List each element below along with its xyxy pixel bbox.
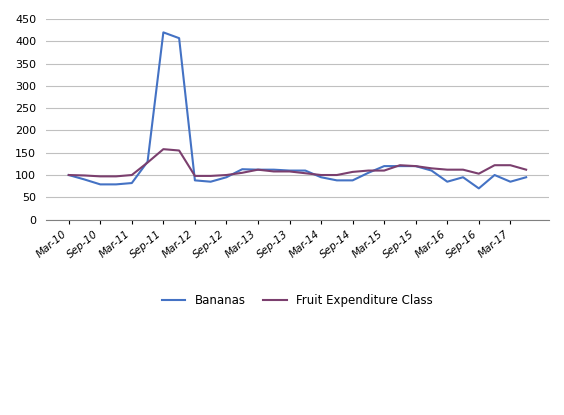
Fruit Expenditure Class [381, 168, 387, 173]
Fruit Expenditure Class [208, 173, 214, 178]
Fruit Expenditure Class [333, 173, 340, 178]
Fruit Expenditure Class [491, 163, 498, 168]
Fruit Expenditure Class [428, 166, 435, 171]
Fruit Expenditure Class [302, 171, 309, 176]
Fruit Expenditure Class [65, 173, 72, 178]
Bananas [412, 164, 419, 168]
Fruit Expenditure Class [129, 173, 135, 178]
Fruit Expenditure Class [113, 174, 120, 179]
Fruit Expenditure Class [444, 167, 451, 172]
Bananas [318, 175, 324, 180]
Fruit Expenditure Class [192, 173, 199, 178]
Bananas [286, 168, 293, 173]
Bananas [192, 178, 199, 183]
Bananas [129, 181, 135, 186]
Fruit Expenditure Class [239, 170, 245, 175]
Bananas [475, 186, 482, 191]
Fruit Expenditure Class [270, 169, 277, 174]
Bananas [223, 175, 230, 180]
Bananas [491, 173, 498, 178]
Fruit Expenditure Class [176, 148, 183, 153]
Fruit Expenditure Class [365, 168, 372, 173]
Bananas [144, 159, 151, 164]
Bananas [81, 177, 88, 182]
Fruit Expenditure Class [396, 163, 403, 168]
Fruit Expenditure Class [254, 167, 261, 172]
Fruit Expenditure Class [97, 174, 104, 179]
Bananas [176, 36, 183, 41]
Fruit Expenditure Class [412, 164, 419, 168]
Bananas [365, 170, 372, 175]
Fruit Expenditure Class [507, 163, 514, 168]
Bananas [381, 164, 387, 168]
Legend: Bananas, Fruit Expenditure Class: Bananas, Fruit Expenditure Class [157, 290, 438, 312]
Bananas [97, 182, 104, 187]
Bananas [396, 164, 403, 168]
Bananas [333, 178, 340, 183]
Bananas [208, 179, 214, 184]
Bananas [254, 167, 261, 172]
Bananas [270, 167, 277, 172]
Bananas [239, 167, 245, 172]
Fruit Expenditure Class [523, 167, 530, 172]
Bananas [349, 178, 356, 183]
Bananas [160, 30, 167, 35]
Line: Fruit Expenditure Class: Fruit Expenditure Class [69, 149, 526, 176]
Bananas [65, 173, 72, 178]
Bananas [523, 175, 530, 180]
Fruit Expenditure Class [318, 173, 324, 178]
Fruit Expenditure Class [144, 160, 151, 165]
Bananas [460, 175, 466, 180]
Fruit Expenditure Class [160, 146, 167, 151]
Bananas [113, 182, 120, 187]
Bananas [507, 179, 514, 184]
Bananas [302, 168, 309, 173]
Fruit Expenditure Class [286, 169, 293, 174]
Fruit Expenditure Class [460, 167, 466, 172]
Fruit Expenditure Class [349, 169, 356, 174]
Bananas [428, 168, 435, 173]
Line: Bananas: Bananas [69, 32, 526, 188]
Fruit Expenditure Class [223, 173, 230, 178]
Fruit Expenditure Class [81, 173, 88, 178]
Bananas [444, 179, 451, 184]
Fruit Expenditure Class [475, 171, 482, 176]
